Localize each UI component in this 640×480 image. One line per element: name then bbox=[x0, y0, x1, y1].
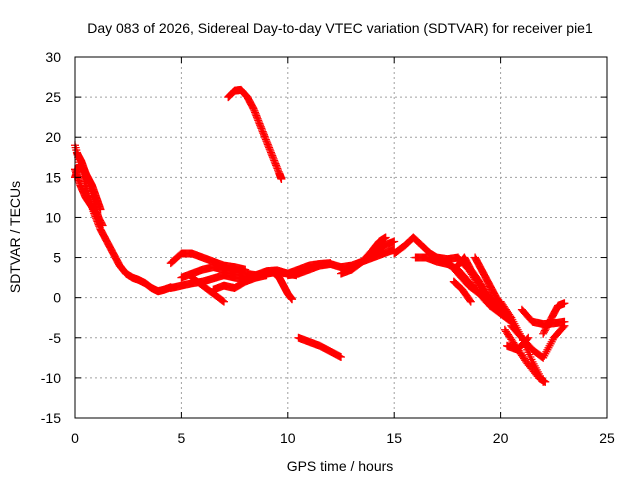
series-arc-27 bbox=[517, 305, 569, 329]
data-point bbox=[560, 317, 569, 326]
data-point bbox=[466, 297, 475, 306]
data-point bbox=[523, 334, 532, 343]
y-tick-label: 5 bbox=[53, 250, 61, 266]
series-arc-11 bbox=[262, 267, 297, 304]
data-point bbox=[288, 295, 297, 304]
series-arc-26 bbox=[502, 333, 533, 354]
y-tick-label: -15 bbox=[41, 410, 61, 426]
data-point bbox=[546, 339, 555, 348]
y-tick-label: 10 bbox=[45, 209, 61, 225]
data-point bbox=[542, 347, 551, 356]
series-arc-15 bbox=[347, 233, 390, 274]
x-tick-label: 5 bbox=[178, 430, 186, 446]
data-point bbox=[544, 343, 553, 352]
series-arc-21 bbox=[449, 277, 475, 306]
data-point bbox=[541, 377, 550, 386]
y-tick-label: 30 bbox=[45, 49, 61, 65]
plot-frame bbox=[74, 56, 608, 419]
data-point bbox=[507, 313, 516, 322]
series-arc-16 bbox=[390, 233, 441, 262]
data-point bbox=[545, 341, 554, 350]
x-tick-label: 25 bbox=[599, 430, 615, 446]
x-tick-label: 0 bbox=[71, 430, 79, 446]
y-tick-label: -10 bbox=[41, 370, 61, 386]
series-arc-8 bbox=[188, 273, 228, 306]
y-tick-label: -5 bbox=[49, 330, 62, 346]
data-point bbox=[540, 351, 549, 360]
x-tick-label: 10 bbox=[280, 430, 296, 446]
data-point bbox=[539, 353, 548, 362]
series-arc-6 bbox=[166, 249, 250, 274]
y-tick-label: 20 bbox=[45, 129, 61, 145]
data-point bbox=[219, 297, 228, 306]
data-point bbox=[524, 333, 533, 342]
x-axis-label: GPS time / hours bbox=[287, 458, 394, 474]
data-point bbox=[381, 233, 390, 242]
data-point bbox=[541, 349, 550, 358]
data-point bbox=[277, 174, 286, 183]
y-tick-label: 0 bbox=[53, 290, 61, 306]
x-tick-label: 15 bbox=[386, 430, 402, 446]
series-arc-19 bbox=[443, 257, 505, 318]
data-point bbox=[543, 345, 552, 354]
y-tick-label: 15 bbox=[45, 169, 61, 185]
data-points bbox=[71, 85, 569, 386]
grid-lines bbox=[75, 57, 607, 418]
series-arc-12 bbox=[294, 333, 345, 362]
data-point bbox=[560, 299, 569, 308]
x-tick-label: 20 bbox=[493, 430, 509, 446]
series-arc-28 bbox=[539, 299, 569, 338]
chart-title: Day 083 of 2026, Sidereal Day-to-day VTE… bbox=[87, 20, 593, 36]
series-arc-25 bbox=[507, 321, 569, 362]
data-point bbox=[337, 353, 345, 362]
series-arc-10 bbox=[224, 85, 286, 183]
data-point bbox=[218, 296, 227, 305]
data-point bbox=[390, 237, 399, 246]
data-point bbox=[465, 296, 474, 305]
data-point bbox=[508, 315, 517, 324]
data-point bbox=[547, 337, 556, 346]
x-axis-ticks: 0 5 10 15 20 25 bbox=[71, 57, 615, 446]
y-axis-ticks: -15 -10 -5 0 5 10 15 20 25 30 bbox=[41, 49, 607, 426]
data-point bbox=[98, 221, 107, 230]
y-tick-label: 25 bbox=[45, 89, 61, 105]
y-axis-label: SDTVAR / TECUs bbox=[7, 181, 23, 293]
